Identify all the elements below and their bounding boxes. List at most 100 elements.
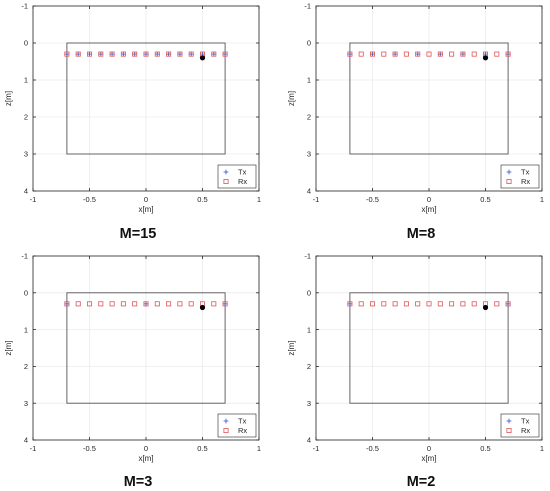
legend-label-tx: Tx <box>521 417 530 426</box>
legend-box <box>217 413 257 438</box>
imaging-region <box>349 292 509 404</box>
y-tick-label: 4 <box>24 187 28 196</box>
y-axis-label: z[m] <box>287 91 296 106</box>
x-tick-label: 0 <box>427 195 431 204</box>
tx-point <box>166 51 171 57</box>
tx-point <box>87 51 92 57</box>
x-tick-label: 0.5 <box>480 444 490 453</box>
rx-point <box>222 51 228 57</box>
rx-point <box>449 51 455 57</box>
panel-caption: M=3 <box>124 474 153 490</box>
y-tick-label: 3 <box>24 399 28 408</box>
rx-point <box>460 51 466 57</box>
rx-point <box>75 301 81 307</box>
rx-point <box>426 301 432 307</box>
rx-point <box>188 301 194 307</box>
rx-point <box>154 51 160 57</box>
rx-point <box>437 51 443 57</box>
y-tick-label: 0 <box>307 39 311 48</box>
x-tick-label: 0.5 <box>197 195 207 204</box>
rx-point <box>358 301 364 307</box>
rx-point <box>347 51 353 57</box>
tx-point <box>415 51 421 57</box>
tx-point <box>64 301 70 307</box>
rx-point <box>403 51 409 57</box>
rx-point <box>392 51 398 57</box>
y-tick-label: 0 <box>24 39 28 48</box>
tx-point <box>222 51 228 57</box>
y-tick-label: 1 <box>24 76 28 85</box>
rx-point <box>64 301 70 307</box>
x-tick-label: 0 <box>144 195 148 204</box>
imaging-region <box>66 42 226 155</box>
x-axis-label: x[m] <box>421 454 436 463</box>
y-tick-label: 3 <box>307 399 311 408</box>
legend-label-tx: Tx <box>521 168 530 177</box>
tx-point <box>347 301 353 307</box>
rx-point <box>369 51 375 57</box>
rx-point <box>87 301 93 307</box>
x-tick-label: -0.5 <box>366 195 379 204</box>
rx-point <box>154 301 160 307</box>
target-point <box>199 304 206 311</box>
y-tick-label: 3 <box>24 150 28 159</box>
tx-point <box>143 51 149 57</box>
rx-point <box>143 301 149 307</box>
y-tick-label: -1 <box>304 2 311 11</box>
rx-point <box>381 301 387 307</box>
rx-point <box>98 301 104 307</box>
tx-point <box>154 51 160 57</box>
tx-point <box>109 51 115 57</box>
imaging-region <box>66 292 226 404</box>
x-tick-label: 0 <box>427 444 431 453</box>
rx-point <box>177 51 183 57</box>
x-tick-label: 1 <box>257 444 261 453</box>
y-axis-label: z[m] <box>4 91 13 106</box>
rx-point <box>211 51 217 57</box>
rx-point <box>471 51 477 57</box>
rx-point <box>132 301 138 307</box>
rx-point <box>143 51 149 57</box>
rx-point <box>358 51 364 57</box>
rx-point <box>177 301 183 307</box>
x-tick-label: -1 <box>30 195 37 204</box>
x-axis-label: x[m] <box>421 205 436 214</box>
legend-box <box>500 164 540 189</box>
legend-label-rx: Rx <box>521 426 530 435</box>
tx-point <box>460 51 466 57</box>
y-tick-label: 2 <box>24 362 28 371</box>
tx-point <box>75 51 81 57</box>
legend-label-tx: Tx <box>238 417 247 426</box>
x-axis-label: x[m] <box>138 454 153 463</box>
tx-point <box>98 51 104 57</box>
rx-point <box>505 301 511 307</box>
y-tick-label: 0 <box>24 289 28 298</box>
legend-rx-marker <box>223 427 229 433</box>
x-tick-label: -1 <box>30 444 37 453</box>
legend-box <box>500 413 540 438</box>
rx-point <box>437 301 443 307</box>
rx-point <box>132 51 138 57</box>
y-tick-label: 4 <box>307 187 311 196</box>
tx-point <box>132 51 138 57</box>
y-tick-label: -1 <box>21 2 28 11</box>
y-tick-label: 2 <box>24 113 28 122</box>
y-tick-label: 1 <box>24 325 28 334</box>
rx-point <box>64 51 70 57</box>
target-point <box>482 304 489 311</box>
x-axis-label: x[m] <box>138 205 153 214</box>
y-axis-label: z[m] <box>4 340 13 355</box>
x-tick-label: -1 <box>313 444 320 453</box>
x-tick-label: -0.5 <box>83 444 96 453</box>
target-point <box>482 55 489 61</box>
rx-point <box>369 301 375 307</box>
rx-point <box>415 51 421 57</box>
rx-point <box>87 51 93 57</box>
rx-point <box>166 51 172 57</box>
